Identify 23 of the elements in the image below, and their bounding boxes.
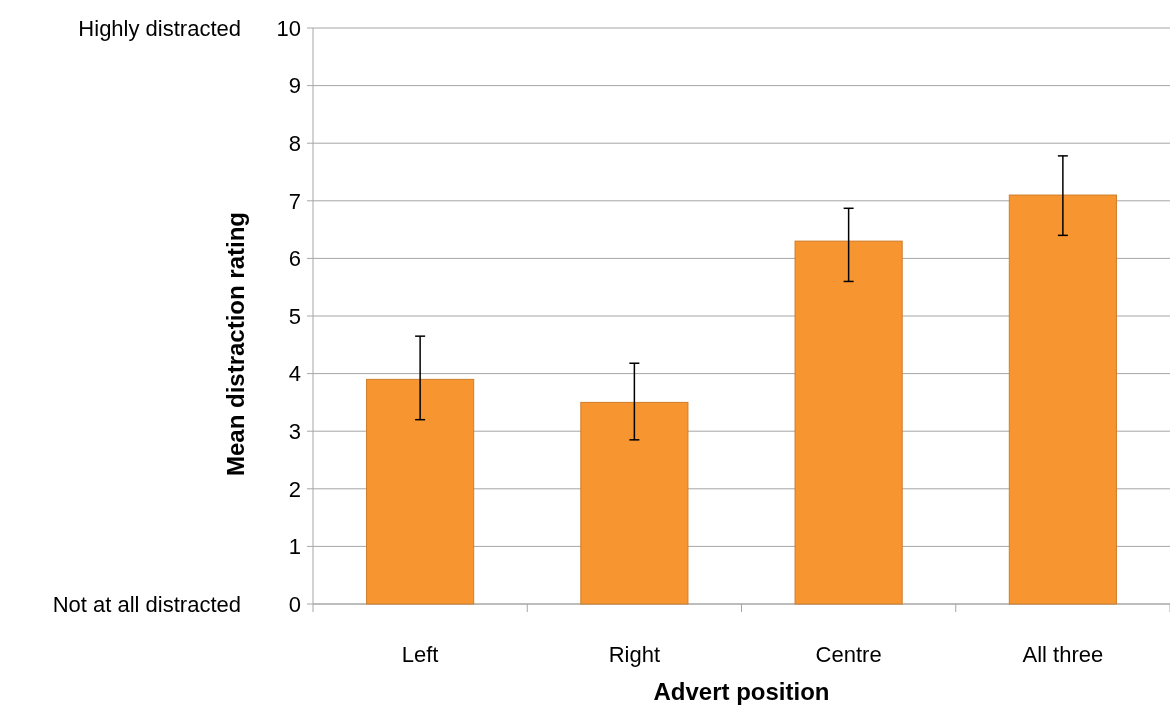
y-tick-label: 5 [288, 303, 301, 329]
y-tick-label: 4 [288, 361, 301, 387]
bar [1008, 194, 1117, 605]
y-tick-label: 0 [288, 591, 301, 617]
text: Not at all distracted [52, 591, 241, 617]
bar [794, 240, 903, 605]
x-axis-title: Advert position [653, 678, 830, 705]
x-tick-label: Right [608, 642, 661, 667]
y-tick-label: 9 [288, 73, 301, 99]
x-tick-label: Left [401, 642, 439, 667]
x-tick-label: Centre [815, 642, 882, 667]
text: Highly distracted [78, 15, 241, 41]
bar [366, 378, 475, 605]
y-tick-label: 7 [288, 188, 301, 214]
x-tick-label: All three [1022, 642, 1104, 667]
y-tick-label: 1 [288, 534, 301, 560]
y-tick-label: 3 [288, 418, 301, 444]
y-axis-title: Mean distraction rating [222, 211, 249, 477]
y-tick-label: 6 [288, 246, 301, 272]
y-tick-label: 8 [288, 130, 301, 156]
y-tick-label: 10 [276, 15, 301, 41]
bar [580, 401, 689, 605]
y-tick-label: 2 [288, 476, 301, 502]
